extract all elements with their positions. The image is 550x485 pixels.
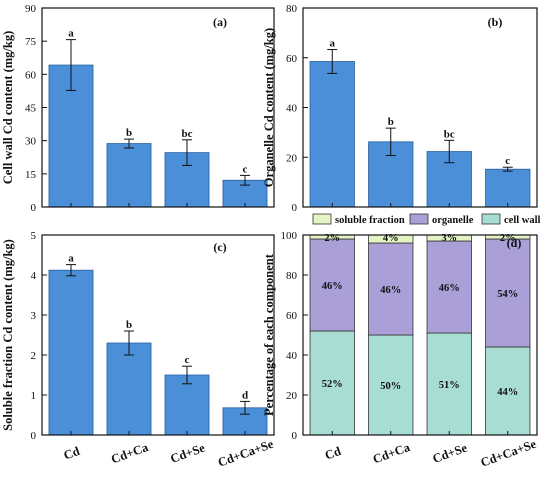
x-tick-label: Cd+Ca+Se bbox=[479, 437, 539, 470]
legend-label: organelle bbox=[432, 215, 474, 226]
x-tick-label: Cd bbox=[62, 444, 82, 463]
panel-label: (a) bbox=[213, 15, 227, 29]
bar bbox=[309, 61, 355, 208]
x-tick-label: Cd+Ca+Se bbox=[216, 437, 276, 470]
significance-letter: c bbox=[505, 155, 510, 167]
significance-letter: c bbox=[185, 354, 190, 366]
segment-label: 46% bbox=[439, 283, 460, 294]
y-tick-label: 45 bbox=[25, 103, 37, 115]
chart-panel-1: a b bc c 0 15 30 45 60 75 90 Cell wall Cd content (… bbox=[1, 3, 275, 214]
significance-letter: bc bbox=[182, 128, 193, 140]
bar bbox=[485, 168, 531, 208]
y-tick-label: 40 bbox=[286, 103, 298, 115]
legend-label: cell wall bbox=[504, 215, 541, 226]
x-tick-label: Cd bbox=[323, 444, 343, 463]
y-tick-label: 0 bbox=[31, 430, 37, 442]
stacked-segment-organelle bbox=[309, 238, 355, 332]
legend-swatch bbox=[481, 213, 501, 225]
y-tick-label: 0 bbox=[292, 430, 298, 442]
y-tick-label: 80 bbox=[286, 3, 298, 15]
significance-letter: a bbox=[68, 28, 74, 40]
y-axis-label: Percentage of each component bbox=[262, 253, 276, 416]
x-tick-label: Cd+Se bbox=[431, 440, 470, 465]
segment-label: 52% bbox=[322, 379, 343, 390]
legend-label: soluble fraction bbox=[335, 215, 405, 226]
segment-label: 2% bbox=[324, 233, 340, 244]
chart-panel-4: 52% 46% 2% 50% 46% 4% 51% 46% 3% 44% 54% 2% 0 20 40 60 8… bbox=[262, 213, 541, 470]
chart-panel-3: a b c d 0 1 2 3 4 5 Soluble fraction Cd content (m… bbox=[1, 230, 276, 470]
y-tick-label: 1 bbox=[31, 390, 37, 402]
segment-label: 46% bbox=[322, 281, 343, 292]
y-tick-label: 30 bbox=[25, 136, 37, 148]
segment-label: 51% bbox=[439, 380, 460, 391]
y-axis-label: Cell wall Cd content (mg/kg) bbox=[1, 31, 15, 184]
segment-label: 3% bbox=[441, 233, 457, 244]
bar bbox=[48, 269, 94, 436]
segment-label: 46% bbox=[380, 285, 401, 296]
legend-swatch bbox=[409, 213, 429, 225]
y-tick-label: 4 bbox=[31, 270, 37, 282]
y-tick-label: 0 bbox=[292, 202, 298, 214]
segment-label: 54% bbox=[497, 289, 518, 300]
stacked-segment-organelle bbox=[485, 238, 531, 348]
y-tick-label: 0 bbox=[31, 202, 37, 214]
plot-frame bbox=[41, 234, 275, 436]
significance-letter: c bbox=[243, 163, 248, 175]
y-tick-label: 20 bbox=[286, 390, 298, 402]
y-axis-label: Soluble fraction Cd content (mg/kg) bbox=[1, 239, 15, 431]
significance-letter: b bbox=[388, 116, 394, 128]
panel-label: (c) bbox=[213, 240, 226, 254]
segment-label: 2% bbox=[500, 233, 516, 244]
y-tick-label: 2 bbox=[31, 350, 37, 362]
stacked-segment-cell-wall bbox=[426, 332, 472, 436]
stacked-segment-organelle bbox=[426, 240, 472, 334]
significance-letter: bc bbox=[444, 128, 455, 140]
significance-letter: a bbox=[330, 38, 336, 50]
y-tick-label: 40 bbox=[286, 350, 298, 362]
panel-label: (d) bbox=[507, 236, 522, 250]
legend-swatch bbox=[312, 213, 332, 225]
bar bbox=[164, 374, 210, 436]
x-tick-label: Cd+Ca bbox=[109, 440, 151, 467]
plot-frame bbox=[302, 234, 538, 436]
y-tick-label: 80 bbox=[286, 270, 298, 282]
y-tick-label: 60 bbox=[286, 310, 298, 322]
bar bbox=[106, 342, 152, 436]
segment-label: 4% bbox=[383, 233, 399, 244]
y-tick-label: 100 bbox=[281, 230, 298, 242]
y-tick-label: 75 bbox=[25, 36, 37, 48]
x-tick-label: Cd+Ca bbox=[371, 440, 413, 467]
significance-letter: b bbox=[126, 319, 132, 331]
x-tick-label: Cd+Se bbox=[169, 440, 208, 465]
y-axis-label: Organelle Cd content (mg/kg) bbox=[262, 28, 276, 187]
bar bbox=[106, 143, 152, 208]
significance-letter: a bbox=[68, 253, 74, 265]
y-tick-label: 90 bbox=[25, 3, 37, 15]
y-tick-label: 15 bbox=[25, 169, 37, 181]
panel-label: (b) bbox=[488, 15, 503, 29]
y-tick-label: 3 bbox=[31, 310, 37, 322]
y-tick-label: 20 bbox=[286, 152, 298, 164]
y-tick-label: 5 bbox=[31, 230, 37, 242]
y-tick-label: 60 bbox=[25, 69, 37, 81]
chart-panel-2: a b bc c 0 20 40 60 80 Organelle Cd content (mg/k… bbox=[262, 3, 538, 214]
significance-letter: d bbox=[242, 389, 248, 401]
segment-label: 50% bbox=[380, 381, 401, 392]
segment-label: 44% bbox=[497, 387, 518, 398]
significance-letter: b bbox=[126, 127, 132, 139]
y-tick-label: 60 bbox=[286, 53, 298, 65]
stacked-segment-cell-wall bbox=[485, 346, 531, 436]
